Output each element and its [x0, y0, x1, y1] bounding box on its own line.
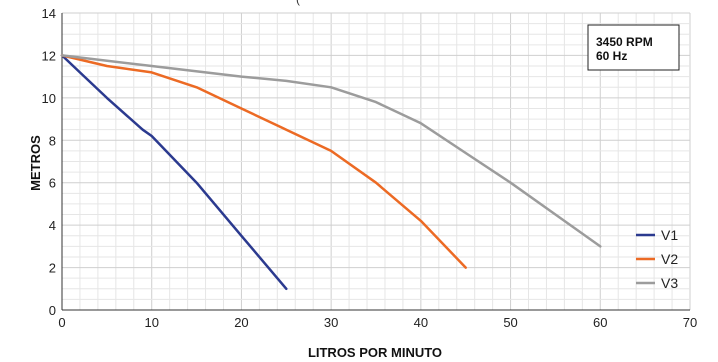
legend-label-v2: V2 — [661, 251, 678, 267]
y-tick-label: 2 — [49, 261, 56, 276]
frequency-label: 60 Hz — [596, 49, 627, 63]
y-tick-label: 14 — [42, 6, 56, 21]
y-axis-title: METROS — [28, 135, 43, 191]
legend: V1 V2 V3 — [636, 227, 678, 291]
y-tick-label: 8 — [49, 133, 56, 148]
x-tick-label: 70 — [683, 315, 697, 330]
legend-label-v3: V3 — [661, 275, 678, 291]
x-tick-label: 50 — [503, 315, 517, 330]
x-tick-labels: 0 10 20 30 40 50 60 70 — [58, 315, 697, 330]
x-tick-label: 30 — [324, 315, 338, 330]
x-tick-label: 0 — [58, 315, 65, 330]
x-tick-label: 60 — [593, 315, 607, 330]
y-tick-label: 4 — [49, 218, 56, 233]
rpm-annotation-box: 3450 RPM 60 Hz — [588, 25, 679, 70]
legend-label-v1: V1 — [661, 227, 678, 243]
x-tick-label: 40 — [414, 315, 428, 330]
x-axis-title: LITROS POR MINUTO — [308, 345, 442, 360]
y-tick-label: 0 — [49, 303, 56, 318]
x-tick-label: 20 — [234, 315, 248, 330]
y-tick-labels: 0 2 4 6 8 10 12 14 — [42, 6, 56, 318]
y-tick-label: 10 — [42, 91, 56, 106]
chart-subtitle: ( — [296, 0, 300, 6]
rpm-label: 3450 RPM — [596, 35, 653, 49]
y-tick-label: 12 — [42, 48, 56, 63]
y-tick-label: 6 — [49, 176, 56, 191]
x-tick-label: 10 — [144, 315, 158, 330]
